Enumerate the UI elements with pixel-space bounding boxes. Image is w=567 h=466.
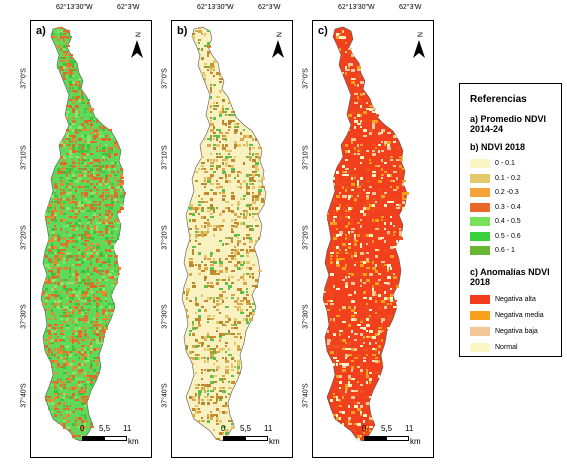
legend-swatch <box>470 343 490 352</box>
scale-label-mid: 5,5 <box>240 424 252 433</box>
legend-item-label: 0.6 - 1 <box>495 247 515 254</box>
legend-swatch <box>470 202 490 212</box>
legend-item-label: 0.4 - 0.5 <box>495 218 521 225</box>
legend-swatch <box>470 231 490 241</box>
lat-label: 37°10'S <box>20 145 28 170</box>
map-panel-b-drawing <box>181 26 267 442</box>
lat-label: 37°30'S <box>20 304 28 329</box>
legend-section-a: a) Promedio NDVI 2014-24 <box>470 114 547 134</box>
scale-bar: 0 5,5 11 km <box>362 424 432 450</box>
lat-label: 37°0'S <box>20 68 28 89</box>
scale-label-start: 0 <box>221 424 226 433</box>
scale-label-mid: 5,5 <box>381 424 393 433</box>
lat-label: 37°10'S <box>302 145 310 170</box>
legend-item-label: Negativa media <box>495 312 544 319</box>
lat-label: 37°30'S <box>161 304 169 329</box>
pixel-patches <box>42 27 126 438</box>
lon-label-west: 62°13'30"W <box>56 4 93 11</box>
map-panel-c-drawing <box>322 26 409 442</box>
lat-label: 37°30'S <box>302 304 310 329</box>
legend-title: Referencias <box>470 94 527 105</box>
lat-label: 37°40'S <box>302 383 310 408</box>
map-panel-a: a) N 0 5,5 11 km <box>30 20 152 458</box>
legend-item-label: Negativa alta <box>495 296 536 303</box>
lon-label-east: 62°3'W <box>117 4 140 11</box>
lon-label-east: 62°3'W <box>258 4 281 11</box>
panel-b-label: b) <box>177 25 188 37</box>
pixel-patches <box>183 27 265 440</box>
scale-label-end: 11 <box>264 424 273 433</box>
scale-bar: 0 5,5 11 km <box>221 424 291 450</box>
scale-unit: km <box>269 437 280 446</box>
legend-swatch <box>470 159 490 168</box>
legend-section-c: c) Anomalías NDVI 2018 <box>470 267 550 287</box>
legend-swatch <box>470 295 490 304</box>
legend-item-label: 0.1 - 0.2 <box>495 174 521 182</box>
legend-swatch <box>470 188 490 197</box>
map-panel-a-drawing <box>40 26 126 442</box>
legend-swatch <box>470 173 490 183</box>
legend-item-label: Normal <box>495 344 518 351</box>
scale-bar-segments <box>223 436 268 441</box>
panel-c-label: c) <box>318 25 328 37</box>
lon-label-east: 62°3'W <box>399 4 422 11</box>
legend-item-label: 0.5 - 0.6 <box>495 232 521 240</box>
scale-bar: 0 5,5 11 km <box>80 424 150 450</box>
lat-label: 37°20'S <box>161 225 169 250</box>
lat-label: 37°10'S <box>161 145 169 170</box>
legend-swatch <box>470 246 490 255</box>
scale-label-start: 0 <box>362 424 367 433</box>
north-arrow-icon: N <box>412 31 426 61</box>
scale-bar-segments <box>364 436 409 441</box>
lat-label: 37°0'S <box>161 68 169 89</box>
map-panel-b: b) N 0 5,5 11 km <box>171 20 293 458</box>
lon-label-west: 62°13'30"W <box>197 4 234 11</box>
scale-label-end: 11 <box>405 424 414 433</box>
legend-item-label: Negativa baja <box>495 328 538 335</box>
lat-label: 37°40'S <box>161 383 169 408</box>
lon-label-west: 62°13'30"W <box>338 4 375 11</box>
pixel-patches <box>324 30 409 441</box>
legend-item-label: 0.2 -0.3 <box>495 189 519 196</box>
north-arrow-icon: N <box>271 31 285 61</box>
legend-swatch <box>470 311 490 320</box>
panel-a-label: a) <box>36 25 46 37</box>
legend: Referencias a) Promedio NDVI 2014-24 b) … <box>459 83 562 357</box>
legend-item-label: 0 - 0.1 <box>495 160 515 167</box>
map-panel-c: c) N 0 5,5 11 km <box>312 20 434 458</box>
scale-label-start: 0 <box>80 424 85 433</box>
north-arrow-icon: N <box>130 31 144 61</box>
scale-label-end: 11 <box>123 424 132 433</box>
lat-label: 37°20'S <box>20 225 28 250</box>
legend-item-label: 0.3 - 0.4 <box>495 203 521 211</box>
legend-swatch <box>470 217 490 226</box>
scale-unit: km <box>128 437 139 446</box>
scale-label-mid: 5,5 <box>99 424 111 433</box>
legend-section-b: b) NDVI 2018 <box>470 142 526 152</box>
scale-unit: km <box>410 437 421 446</box>
lat-label: 37°0'S <box>302 68 310 89</box>
lat-label: 37°40'S <box>20 383 28 408</box>
lat-label: 37°20'S <box>302 225 310 250</box>
legend-swatch <box>470 327 490 336</box>
scale-bar-segments <box>82 436 127 441</box>
